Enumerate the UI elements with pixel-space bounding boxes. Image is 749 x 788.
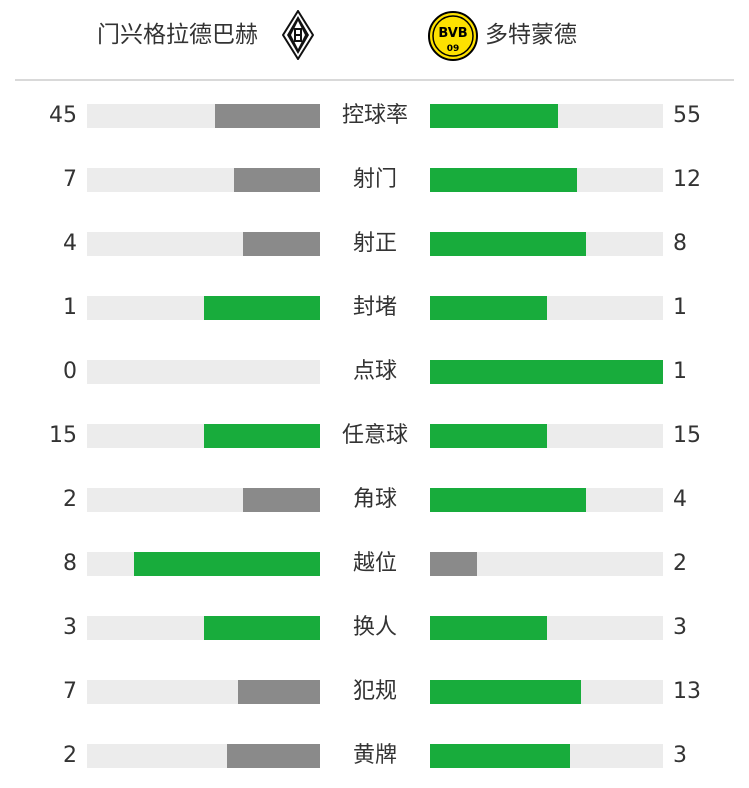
stat-label: 犯规: [352, 679, 397, 704]
home-stat-bar: [87, 360, 320, 384]
away-stat-bar: [430, 424, 663, 448]
away-stat-value: 1: [673, 359, 687, 384]
stat-label: 射正: [352, 231, 397, 256]
home-stat-bar: [87, 744, 320, 768]
away-team-name: 多特蒙德: [485, 22, 577, 48]
away-stat-bar: [430, 360, 663, 384]
away-stat-value: 13: [673, 679, 701, 704]
away-stat-bar: [430, 168, 663, 192]
away-stat-bar: [430, 616, 663, 640]
home-stat-bar-fill: [243, 488, 320, 512]
stat-label: 黄牌: [352, 743, 397, 768]
stat-row: 0 点球 1: [0, 340, 749, 404]
home-stat-value: 15: [49, 423, 77, 448]
away-stat-bar-fill: [430, 104, 559, 128]
home-stat-bar: [87, 104, 320, 128]
stat-label: 控球率: [341, 103, 408, 128]
stat-label: 换人: [352, 615, 397, 640]
home-stat-bar: [87, 424, 320, 448]
home-stat-bar: [87, 168, 320, 192]
stat-row: 8 越位 2: [0, 532, 749, 596]
stat-row: 4 射正 8: [0, 212, 749, 276]
stat-row: 7 犯规 13: [0, 660, 749, 724]
home-stat-bar-fill: [226, 744, 320, 768]
stat-row: 15 任意球 15: [0, 404, 749, 468]
away-stat-value: 4: [673, 487, 687, 512]
away-stat-value: 15: [673, 423, 701, 448]
header-divider: [15, 79, 734, 81]
stat-label: 越位: [352, 551, 397, 576]
home-stat-bar: [87, 680, 320, 704]
home-stat-bar-fill: [243, 232, 320, 256]
home-team-name: 门兴格拉德巴赫: [97, 22, 258, 48]
away-stat-bar-fill: [430, 552, 477, 576]
home-stat-value: 8: [63, 551, 77, 576]
away-stat-bar: [430, 104, 663, 128]
bvb-crest-text: BVB: [438, 26, 467, 41]
home-stat-bar: [87, 232, 320, 256]
away-stat-bar: [430, 552, 663, 576]
stat-row: 2 黄牌 3: [0, 724, 749, 788]
home-stat-value: 2: [63, 487, 77, 512]
away-stat-bar-fill: [430, 744, 570, 768]
away-stat-value: 1: [673, 295, 687, 320]
home-stat-bar: [87, 616, 320, 640]
stat-label: 封堵: [352, 295, 397, 320]
home-stat-bar-fill: [215, 104, 320, 128]
home-stat-value: 7: [63, 167, 77, 192]
stat-row: 2 角球 4: [0, 468, 749, 532]
match-header: 门兴格拉德巴赫 BVB 09 多特蒙德: [0, 0, 749, 80]
away-stat-bar-fill: [430, 680, 582, 704]
stat-row: 1 封堵 1: [0, 276, 749, 340]
home-stat-value: 0: [63, 359, 77, 384]
home-stat-bar-fill: [203, 424, 320, 448]
home-stat-bar: [87, 296, 320, 320]
stats-list: 45 控球率 55 7 射门 12 4 射正 8 1 封堵: [0, 84, 749, 788]
away-stat-bar-fill: [430, 360, 663, 384]
home-stat-bar-fill: [203, 616, 320, 640]
home-stat-value: 4: [63, 231, 77, 256]
home-stat-value: 2: [63, 743, 77, 768]
home-stat-bar-fill: [233, 168, 320, 192]
bvb-crest-year: 09: [447, 44, 460, 54]
away-stat-bar-fill: [430, 488, 587, 512]
home-stat-bar: [87, 488, 320, 512]
away-stat-value: 2: [673, 551, 687, 576]
stat-label: 点球: [352, 359, 397, 384]
stat-label: 射门: [352, 167, 397, 192]
home-stat-value: 1: [63, 295, 77, 320]
away-stat-bar: [430, 744, 663, 768]
away-stat-value: 3: [673, 743, 687, 768]
away-stat-value: 55: [673, 103, 701, 128]
away-stat-bar: [430, 488, 663, 512]
home-stat-value: 45: [49, 103, 77, 128]
stat-row: 3 换人 3: [0, 596, 749, 660]
stat-label: 角球: [352, 487, 397, 512]
away-stat-value: 8: [673, 231, 687, 256]
away-stat-bar: [430, 680, 663, 704]
away-stat-value: 12: [673, 167, 701, 192]
gladbach-crest-icon: [282, 10, 314, 60]
home-stat-bar: [87, 552, 320, 576]
home-stat-value: 3: [63, 615, 77, 640]
stat-row: 45 控球率 55: [0, 84, 749, 148]
away-stat-value: 3: [673, 615, 687, 640]
home-stat-bar-fill: [238, 680, 320, 704]
home-stat-value: 7: [63, 679, 77, 704]
stat-row: 7 射门 12: [0, 148, 749, 212]
away-stat-bar-fill: [430, 616, 547, 640]
away-stat-bar-fill: [430, 232, 587, 256]
home-stat-bar-fill: [133, 552, 320, 576]
home-stat-bar-fill: [203, 296, 320, 320]
away-stat-bar-fill: [430, 424, 547, 448]
away-stat-bar: [430, 232, 663, 256]
stat-label: 任意球: [341, 423, 408, 448]
away-stat-bar: [430, 296, 663, 320]
away-stat-bar-fill: [430, 168, 577, 192]
away-stat-bar-fill: [430, 296, 547, 320]
bvb-crest-icon: BVB 09: [428, 11, 478, 61]
